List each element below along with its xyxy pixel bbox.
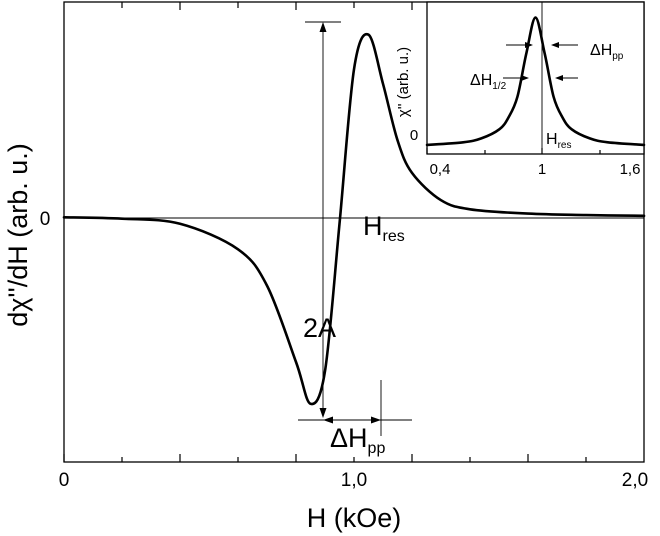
inset-pp-arrow-right-head	[551, 42, 559, 48]
resonance-label: Hres	[363, 211, 405, 245]
main-chart: 0 1,0 2,0 0 H (kOe) dχ''/dH (arb. u.) 2A…	[3, 1, 648, 533]
amplitude-arrow-head-bottom	[319, 408, 327, 418]
inset-half-arrow-left-head	[521, 75, 529, 81]
amplitude-arrow-head-top	[319, 22, 327, 32]
y-tick-label-0: 0	[40, 209, 51, 230]
inset-half-arrow-right-head	[555, 75, 563, 81]
inset-x-tick-label-1: 1	[538, 161, 546, 178]
x-tick-label-0: 0	[59, 470, 70, 491]
linewidth-arrow-head-left	[323, 416, 333, 424]
inset-pp-label: ΔHpp	[590, 42, 624, 62]
main-series-line	[62, 32, 646, 406]
x-tick-label-1: 1,0	[341, 470, 367, 491]
linewidth-arrow-head-right	[371, 416, 381, 424]
inset-plot-frame	[426, 1, 645, 155]
inset-x-tick-label-0: 0,4	[430, 161, 451, 178]
inset-y-axis-title: χ'' (arb. u.)	[395, 47, 412, 117]
amplitude-label: 2A	[303, 313, 336, 343]
x-tick-label-2: 2,0	[622, 470, 648, 491]
inset-pp-arrow-left-head	[525, 42, 533, 48]
linewidth-label: ΔHpp	[330, 423, 385, 457]
inset-x-tick-label-2: 1,6	[620, 161, 641, 178]
inset-y-tick-label-0: 0	[410, 127, 418, 144]
inset-chart: 0,4 1 1,6 0 χ'' (arb. u.) ΔHpp ΔH1/2 Hre…	[395, 1, 646, 178]
y-axis-title: dχ''/dH (arb. u.)	[3, 143, 33, 327]
inset-half-width-label: ΔH1/2	[470, 72, 507, 92]
x-axis-title: H (kOe)	[307, 503, 402, 533]
inset-resonance-label: Hres	[546, 131, 571, 151]
inset-series-line	[425, 16, 646, 147]
inset-background	[427, 2, 644, 154]
